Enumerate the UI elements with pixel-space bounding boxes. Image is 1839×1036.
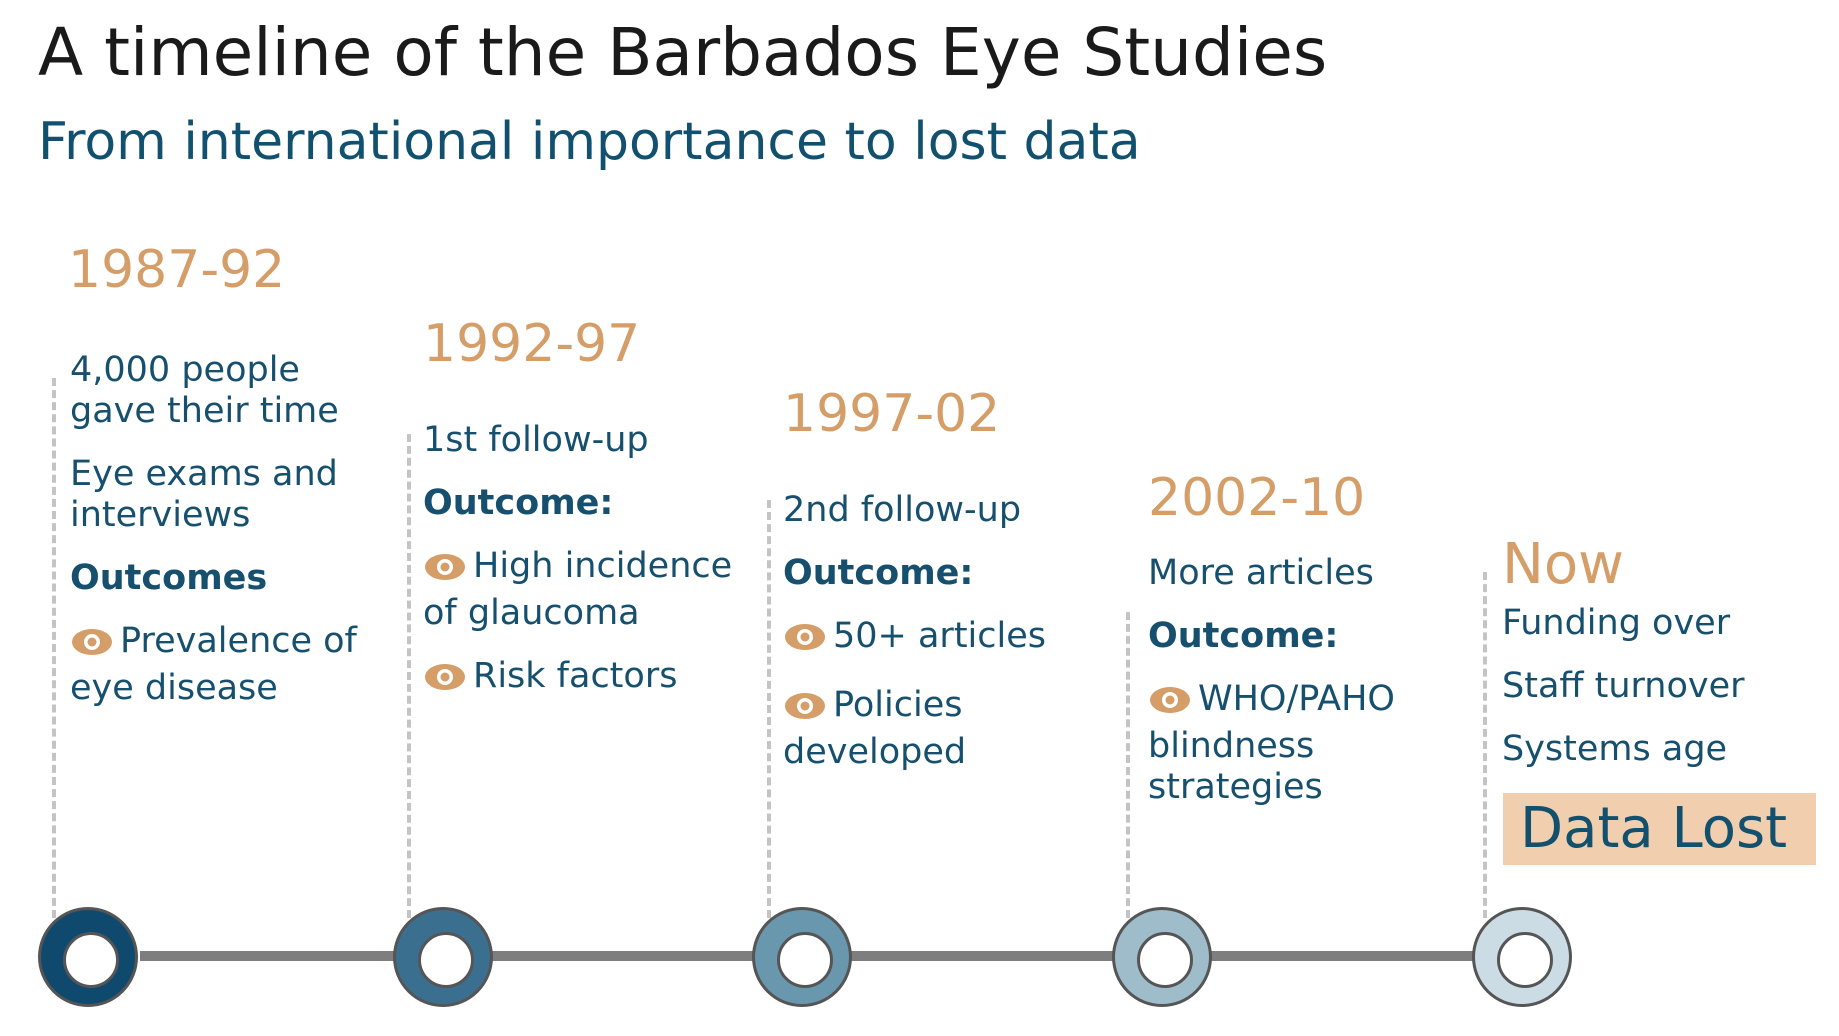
- stage-item: Eye exams and interviews: [70, 454, 338, 535]
- timeline-node-1: [38, 907, 138, 1007]
- stage-column-2: 1st follow-up Outcome: High incidence of…: [423, 420, 743, 725]
- outcome-item: Risk factors: [423, 656, 743, 703]
- outcome-item: High incidence of glaucoma: [423, 546, 733, 633]
- stage-item: More articles: [1148, 553, 1374, 593]
- eye-icon: [70, 626, 114, 668]
- period-label-5: Now: [1502, 532, 1624, 597]
- stage-divider-4: [1126, 612, 1130, 918]
- eye-icon: [423, 551, 467, 593]
- stage-column-1: 4,000 people gave their time Eye exams a…: [70, 350, 390, 731]
- stage-divider-2: [407, 434, 411, 918]
- outcome-item: WHO/PAHO blindness strategies: [1148, 679, 1395, 807]
- stage-divider-3: [767, 500, 771, 918]
- period-label-1: 1987-92: [68, 240, 286, 300]
- outcome-heading: Outcomes: [70, 558, 268, 598]
- eye-icon: [1148, 684, 1192, 726]
- period-label-2: 1992-97: [423, 314, 641, 374]
- stage-column-5: Funding over Staff turnover Systems age: [1502, 603, 1802, 792]
- stage-divider-1: [52, 378, 56, 918]
- timeline-node-2: [393, 907, 493, 1007]
- eye-icon: [423, 661, 467, 703]
- stage-item: Staff turnover: [1502, 666, 1745, 706]
- outcome-heading: Outcome:: [423, 483, 614, 523]
- stage-item: Systems age: [1502, 729, 1728, 769]
- timeline-node-4: [1112, 907, 1212, 1007]
- page-subtitle: From international importance to lost da…: [38, 112, 1141, 172]
- outcome-item: Prevalence of eye disease: [70, 621, 357, 708]
- period-label-3: 1997-02: [783, 384, 1001, 444]
- timeline-node-hole: [418, 932, 474, 988]
- timeline-node-hole: [1497, 932, 1553, 988]
- stage-column-4: More articles Outcome: WHO/PAHO blindnes…: [1148, 553, 1428, 830]
- data-lost-label: Data Lost: [1503, 793, 1816, 865]
- stage-column-3: 2nd follow-up Outcome: 50+ articles Poli…: [783, 490, 1083, 795]
- outcome-heading: Outcome:: [783, 553, 974, 593]
- timeline-node-hole: [63, 932, 119, 988]
- period-label-4: 2002-10: [1148, 468, 1366, 528]
- stage-item: 2nd follow-up: [783, 490, 1022, 530]
- stage-item: 4,000 people gave their time: [70, 350, 339, 431]
- eye-icon: [783, 690, 827, 732]
- outcome-item: Policies developed: [783, 685, 967, 772]
- stage-divider-5: [1483, 572, 1487, 918]
- timeline-node-5: [1472, 907, 1572, 1007]
- timeline-node-hole: [1137, 932, 1193, 988]
- stage-item: Funding over: [1502, 603, 1731, 643]
- timeline-node-hole: [777, 932, 833, 988]
- eye-icon: [783, 621, 827, 663]
- stage-item: 1st follow-up: [423, 420, 649, 460]
- outcome-heading: Outcome:: [1148, 616, 1339, 656]
- timeline-node-3: [752, 907, 852, 1007]
- outcome-item: 50+ articles: [783, 616, 1083, 663]
- page-title: A timeline of the Barbados Eye Studies: [38, 14, 1328, 91]
